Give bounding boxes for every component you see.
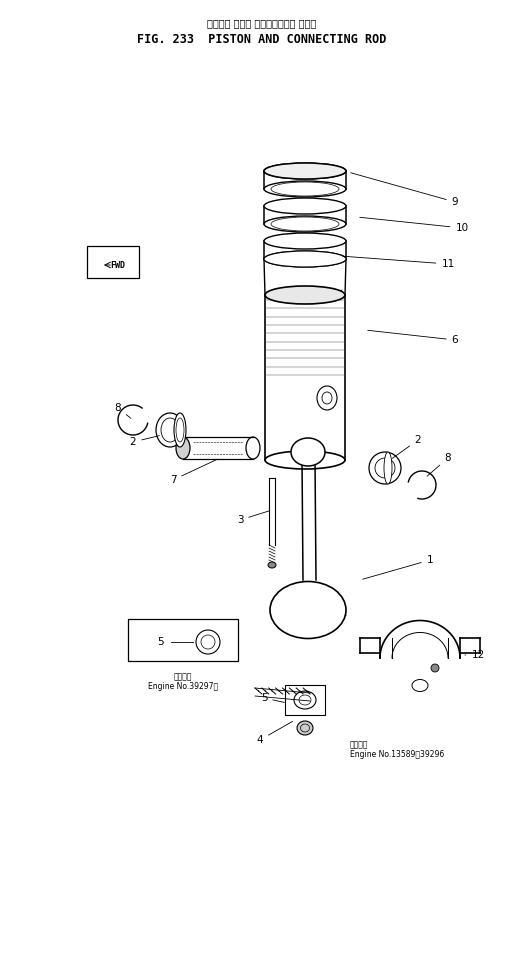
Ellipse shape: [384, 452, 392, 484]
Text: 適用号機: 適用号機: [350, 740, 369, 749]
Text: Engine No.13589～39296: Engine No.13589～39296: [350, 750, 444, 759]
Text: 適用号機: 適用号機: [174, 672, 192, 681]
Ellipse shape: [174, 413, 186, 447]
Text: 11: 11: [343, 256, 455, 269]
Ellipse shape: [264, 163, 346, 179]
Text: 8: 8: [427, 453, 452, 476]
Ellipse shape: [264, 233, 346, 249]
Text: 3: 3: [237, 510, 269, 525]
Ellipse shape: [268, 562, 276, 568]
Text: 12: 12: [465, 650, 485, 660]
Ellipse shape: [265, 286, 345, 304]
Ellipse shape: [270, 581, 346, 639]
Text: Engine No.39297～: Engine No.39297～: [148, 682, 218, 691]
Ellipse shape: [291, 438, 325, 466]
Text: 8: 8: [114, 403, 131, 418]
Ellipse shape: [291, 624, 301, 632]
Text: 5: 5: [261, 693, 284, 703]
Ellipse shape: [264, 163, 346, 179]
Text: 10: 10: [360, 217, 468, 233]
Text: 5: 5: [158, 637, 164, 647]
Ellipse shape: [315, 624, 325, 632]
Text: 2: 2: [392, 435, 421, 459]
Ellipse shape: [176, 437, 190, 459]
Text: ピストン および コネクティング ロッド: ピストン および コネクティング ロッド: [207, 18, 317, 28]
Ellipse shape: [264, 251, 346, 267]
FancyBboxPatch shape: [87, 246, 139, 278]
Text: FWD: FWD: [110, 260, 125, 270]
Text: FIG. 233  PISTON AND CONNECTING ROD: FIG. 233 PISTON AND CONNECTING ROD: [138, 33, 387, 46]
Ellipse shape: [297, 721, 313, 735]
Text: 1: 1: [363, 555, 433, 580]
Text: 6: 6: [368, 330, 458, 345]
Text: 7: 7: [170, 459, 217, 485]
Ellipse shape: [264, 198, 346, 214]
Text: 4: 4: [257, 722, 292, 745]
Text: 9: 9: [351, 172, 458, 207]
Ellipse shape: [431, 664, 439, 672]
Text: 2: 2: [130, 435, 159, 447]
